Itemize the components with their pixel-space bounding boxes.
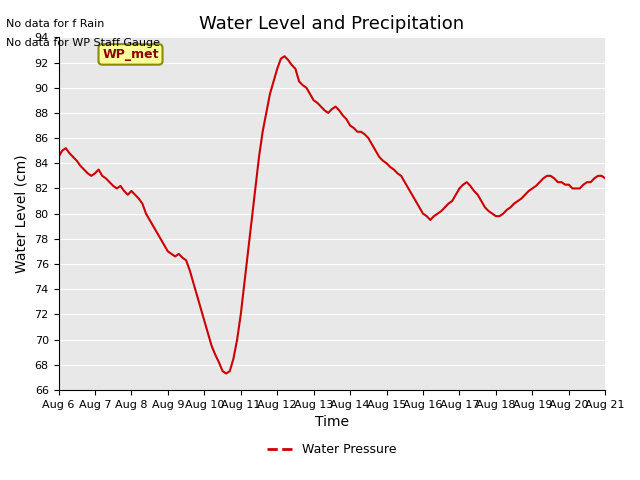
Title: Water Level and Precipitation: Water Level and Precipitation [199,15,465,33]
Y-axis label: Water Level (cm): Water Level (cm) [15,155,29,273]
X-axis label: Time: Time [315,415,349,429]
Text: No data for WP Staff Gauge: No data for WP Staff Gauge [6,38,161,48]
Legend: Water Pressure: Water Pressure [262,438,402,461]
Text: WP_met: WP_met [102,48,159,61]
Text: No data for f Rain: No data for f Rain [6,19,105,29]
